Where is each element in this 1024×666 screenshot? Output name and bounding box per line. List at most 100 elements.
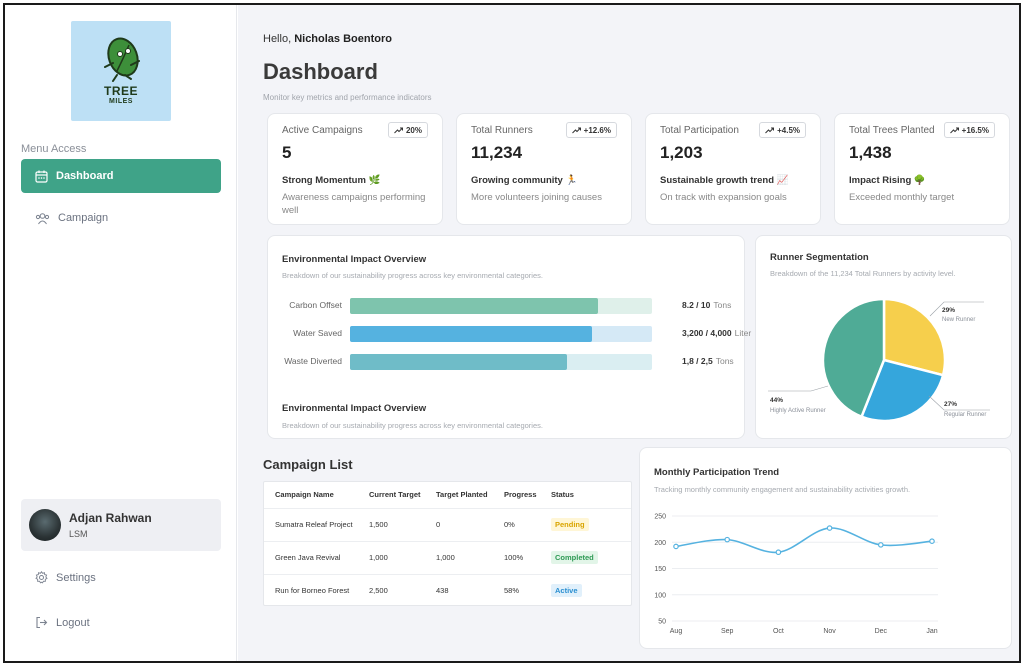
campaign-planted: 0 — [425, 507, 493, 541]
column-header[interactable]: Status — [551, 490, 574, 500]
impact-bar-value-text: 1,8 / 2,5 — [682, 356, 713, 366]
data-point — [724, 536, 731, 543]
impact-bar-label: Water Saved — [293, 328, 342, 338]
data-point — [775, 549, 782, 556]
impact-bar-row: Carbon Offset 8.2 / 10 Tons — [268, 298, 746, 314]
users-icon — [35, 212, 50, 224]
section-title: Runner Segmentation — [770, 252, 869, 263]
stat-description: Awareness campaigns performing well — [282, 192, 426, 216]
impact-bar-unit: Liter — [734, 328, 752, 338]
section-footer-title: Environmental Impact Overview — [282, 403, 427, 414]
trend-up-icon — [949, 127, 959, 133]
stat-value: 1,203 — [660, 143, 703, 162]
column-header[interactable]: Campaign Name — [275, 490, 334, 500]
user-role: LSM — [69, 529, 88, 539]
brand-logo[interactable]: TREE MILES — [71, 21, 171, 121]
impact-bar-label: Waste Diverted — [284, 356, 342, 366]
user-profile-card[interactable]: Adjan Rahwan LSM — [21, 499, 221, 551]
trend-badge-value: +4.5% — [777, 125, 800, 135]
section-subtitle: Breakdown of the 11,234 Total Runners by… — [770, 269, 956, 278]
impact-bar-value-text: 8.2 / 10 — [682, 300, 711, 310]
settings-link[interactable]: Settings — [35, 571, 96, 584]
status-badge: Active — [551, 584, 582, 598]
stat-value: 5 — [282, 143, 292, 162]
logout-link[interactable]: Logout — [35, 616, 90, 629]
stat-value: 11,234 — [471, 143, 523, 162]
data-point — [878, 542, 884, 548]
campaign-status-cell: Completed — [540, 540, 631, 574]
trend-badge: +16.5% — [943, 122, 995, 138]
impact-bar-value: 1,8 / 2,5 Tons — [682, 356, 734, 366]
sidebar-item-label: Campaign — [58, 212, 109, 224]
y-tick-label: 50 — [658, 619, 666, 626]
campaign-progress: 0% — [493, 507, 540, 541]
stat-headline: Strong Momentum 🌿 — [282, 175, 381, 186]
impact-bar-track — [350, 354, 652, 370]
campaign-status-cell: Pending — [540, 507, 631, 541]
stat-description: More volunteers joining causes — [471, 192, 602, 203]
y-tick-label: 250 — [654, 514, 666, 521]
app-window: TREE MILES Menu Access Dashboard Campaig… — [3, 3, 1021, 663]
campaign-progress: 58% — [493, 573, 540, 607]
status-badge: Completed — [551, 551, 598, 564]
campaign-status-cell: Active — [540, 573, 631, 607]
trend-up-icon — [571, 127, 581, 133]
section-title: Environmental Impact Overview — [282, 254, 427, 265]
pie-percent-label: 44% — [770, 397, 783, 404]
logout-icon — [36, 616, 48, 629]
brand-name: TREE — [103, 84, 138, 98]
campaign-list-table: Campaign Name Current Target Target Plan… — [263, 481, 632, 607]
impact-bar-unit: Tons — [715, 356, 734, 366]
stat-description: On track with expansion goals — [660, 192, 787, 203]
stat-card-total-trees-planted: Total Trees Planted +16.5% 1,438 Impact … — [834, 113, 1010, 225]
impact-bar-value-text: 3,200 / 4,000 — [682, 328, 732, 338]
stat-title: Total Runners — [471, 125, 533, 136]
stat-headline: Growing community 🏃 — [471, 175, 578, 186]
logout-label: Logout — [56, 616, 90, 629]
stat-title: Active Campaigns — [282, 125, 363, 136]
x-tick-label: Dec — [875, 628, 888, 635]
pie-slice — [859, 358, 945, 423]
impact-bar-fill — [350, 298, 598, 314]
x-tick-label: Nov — [823, 628, 836, 635]
monthly-participation-line-chart: 250 200 150 100 50 Aug Sep Oct Nov Dec Jan — [654, 514, 938, 635]
table-row[interactable]: Green Java Revival 1,000 1,000 100% Comp… — [264, 540, 631, 574]
campaign-target: 1,500 — [358, 507, 425, 541]
trend-badge: +4.5% — [759, 122, 806, 138]
x-tick-label: Sep — [721, 628, 734, 635]
impact-bar-fill — [350, 354, 568, 370]
impact-bar-track — [350, 326, 652, 342]
y-tick-label: 100 — [654, 592, 666, 599]
pie-slice-label: New Runner — [942, 317, 975, 323]
stat-card-active-campaigns: Active Campaigns 20% 5 Strong Momentum 🌿… — [267, 113, 443, 225]
campaign-target: 2,500 — [358, 573, 425, 607]
pie-slice — [821, 297, 886, 419]
table-row[interactable]: Run for Borneo Forest 2,500 438 58% Acti… — [264, 573, 631, 607]
sidebar-item-dashboard[interactable]: Dashboard — [21, 159, 221, 193]
section-subtitle: Breakdown of our sustainability progress… — [282, 271, 543, 280]
column-header[interactable]: Target Planted — [436, 490, 488, 500]
campaign-planted: 438 — [425, 573, 493, 607]
sidebar: TREE MILES Menu Access Dashboard Campaig… — [5, 5, 237, 661]
trend-badge: 20% — [387, 122, 428, 138]
column-header[interactable]: Progress — [504, 490, 537, 500]
table-row[interactable]: Sumatra Releaf Project 1,500 0 0% Pendin… — [264, 507, 631, 541]
stat-value: 1,438 — [849, 143, 892, 162]
impact-bar-unit: Tons — [713, 300, 732, 310]
trend-badge-value: +12.6% — [583, 125, 611, 135]
column-header[interactable]: Current Target — [369, 490, 421, 500]
impact-bar-row: Water Saved 3,200 / 4,000 Liter — [268, 326, 751, 342]
impact-bar-value: 3,200 / 4,000 Liter — [682, 328, 751, 338]
user-name: Adjan Rahwan — [69, 511, 152, 525]
campaign-planted: 1,000 — [425, 540, 493, 574]
pie-leader-line — [928, 395, 990, 411]
sidebar-item-label: Dashboard — [56, 170, 114, 182]
x-tick-label: Oct — [773, 628, 784, 635]
pie-percent-label: 27% — [944, 401, 957, 408]
calendar-icon — [35, 170, 48, 183]
runner-segmentation-pie-chart: 29% New Runner 27% Regular Runner 44% Highly … — [768, 297, 990, 423]
x-tick-label: Aug — [670, 628, 683, 635]
data-point — [673, 543, 679, 550]
trend-badge-value: 20% — [405, 125, 422, 135]
sidebar-item-campaign[interactable]: Campaign — [21, 201, 221, 235]
